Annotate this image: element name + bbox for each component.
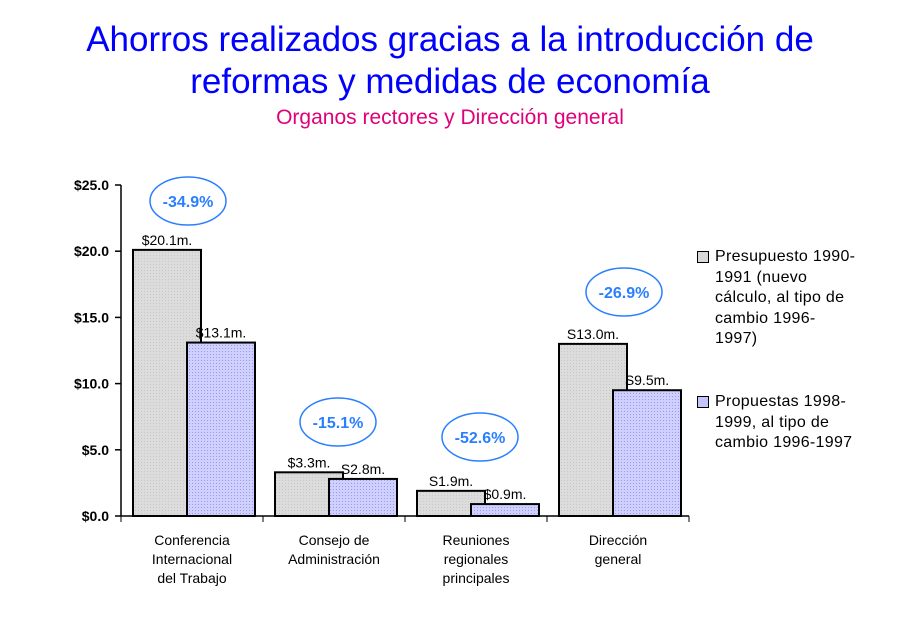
legend-item-presupuesto: Presupuesto 1990- 1991 (nuevo cálculo, al …: [697, 247, 895, 350]
data-label: S2.8m.: [341, 461, 385, 477]
x-tick-label: general: [595, 551, 642, 567]
legend-label-line: Presupuesto 1990-: [715, 248, 856, 265]
x-tick-label: Reuniones: [443, 532, 510, 548]
legend-swatch: [697, 396, 709, 408]
data-label: S9.5m.: [625, 372, 669, 388]
x-tick-label: Administración: [288, 551, 380, 567]
annotation-percent: -26.9%: [599, 285, 650, 302]
annotation-ellipse: [441, 412, 519, 462]
x-tick-label: Internacional: [152, 551, 232, 567]
annotation-percent: -15.1%: [313, 415, 364, 432]
data-label: $0.9m.: [484, 486, 527, 502]
data-label: $3.3m.: [288, 454, 331, 470]
annotation-ellipse: [149, 176, 227, 226]
y-tick-label: $5.0: [82, 442, 109, 458]
bar-propuestas: [612, 389, 682, 517]
legend-label-line: 1999, al tipo de: [715, 413, 830, 431]
annotation-percent: -34.9%: [163, 194, 214, 211]
data-label: S13.0m.: [567, 326, 619, 342]
legend-label-line: 1991 (nuevo: [715, 268, 808, 286]
legend-label-line: cambio 1996-: [715, 309, 816, 327]
annotation-ellipse: [585, 267, 663, 317]
chart-title-line-2: reformas y medidas de economía: [190, 62, 710, 101]
legend-label-line: cálculo, al tipo de: [715, 289, 845, 306]
y-tick-label: $0.0: [82, 508, 109, 524]
data-label: $13.1m.: [196, 325, 247, 341]
y-tick-label: $20.0: [74, 243, 109, 259]
chart-subtitle: Organos rectores y Dirección general: [276, 106, 624, 129]
x-tick-label: Dirección: [589, 532, 647, 548]
x-tick-label: Consejo de: [299, 532, 370, 548]
legend-label-line: cambio 1996-1997: [715, 434, 853, 451]
legend-swatch: [697, 251, 709, 263]
data-label: $20.1m.: [142, 232, 193, 248]
y-tick-label: $25.0: [74, 177, 109, 193]
legend-item-propuestas: Propuestas 1998- 1999, al tipo de cambio 1…: [697, 392, 895, 454]
bar-propuestas: [186, 341, 256, 517]
x-tick-label: principales: [443, 570, 510, 586]
bar-propuestas: [328, 477, 398, 518]
annotation-ellipse: [299, 397, 377, 447]
annotation-percent: -52.6%: [455, 430, 506, 447]
x-tick-label: Conferencia: [154, 532, 230, 548]
legend-label-line: Propuestas 1998-: [715, 393, 847, 410]
y-tick-label: $15.0: [74, 309, 109, 325]
y-tick-label: $10.0: [74, 376, 109, 392]
legend-label-line: 1997): [715, 330, 758, 347]
data-label: S1.9m.: [429, 473, 473, 489]
chart-title-line-1: Ahorros realizados gracias a la introduc…: [86, 20, 814, 59]
x-tick-label: regionales: [444, 551, 509, 567]
bar-propuestas: [470, 503, 540, 518]
x-tick-label: del Trabajo: [157, 570, 226, 586]
